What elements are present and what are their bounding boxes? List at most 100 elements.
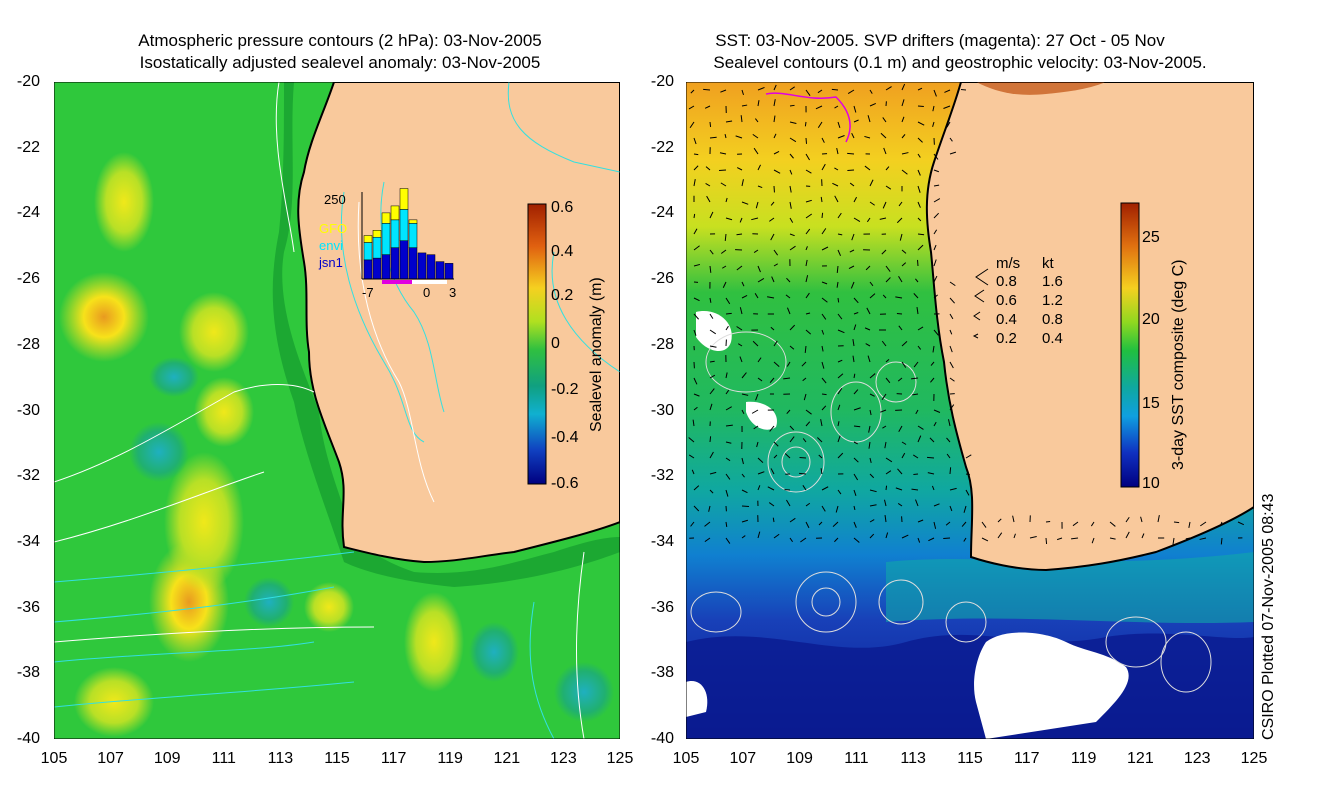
lon-tick-123: 123	[550, 750, 577, 767]
left-colorbar	[527, 203, 547, 485]
left-title-line2: Isostatically adjusted sealevel anomaly:…	[139, 53, 541, 72]
lon-tick-115: 115	[957, 750, 983, 767]
velocity-legend-kt-1: 1.2	[1042, 292, 1063, 309]
right-sst-map: m/s kt 0.8 1.6 0.6 1.2 0.4 0.8 0.2 0.4	[686, 82, 1254, 739]
lat-tick-minus32: -32	[650, 467, 674, 485]
right-colorbar-tick-20: 20	[1142, 311, 1160, 328]
left-colorbar-label: Sealevel anomaly (m)	[588, 277, 605, 432]
altimeter-histogram	[361, 188, 454, 284]
histogram-bar-jsn1-day-5	[381, 254, 391, 280]
histogram-bar-gfo-day-4	[390, 205, 400, 221]
csiro-credit: CSIRO Plotted 07-Nov-2005 08:43	[1260, 493, 1277, 740]
lat-tick-minus32: -32	[16, 467, 40, 485]
left-colorbar-tick-minus0.2: -0.2	[551, 381, 579, 398]
lat-tick-minus38: -38	[650, 664, 674, 682]
velocity-legend-header-ms: m/s	[996, 255, 1020, 272]
histogram-bar-jsn1-day-4	[390, 247, 400, 280]
left-colorbar-tick-0.4: 0.4	[551, 243, 574, 260]
histogram-xtick-minus7: -7	[362, 285, 374, 300]
right-land-australia	[925, 82, 1254, 572]
velocity-legend-kt-3: 0.4	[1042, 330, 1063, 347]
lat-tick-minus22: -22	[650, 138, 674, 156]
velocity-legend-ms-3: 0.2	[996, 330, 1017, 347]
left-colorbar-tick-minus0.4: -0.4	[551, 429, 579, 446]
lat-tick-minus28: -28	[650, 335, 674, 353]
histogram-legend-gfo: GFO	[319, 221, 347, 236]
sst-cloud-mask-west	[696, 311, 732, 352]
lat-tick-minus30: -30	[16, 401, 40, 419]
histogram-bar-gfo-day-6	[372, 230, 382, 238]
histogram-legend-jsn1: jsn1	[318, 255, 343, 270]
lon-tick-105: 105	[672, 750, 700, 767]
velocity-legend-kt-2: 0.8	[1042, 311, 1063, 328]
velocity-legend-ms-2: 0.4	[996, 311, 1017, 328]
lat-tick-minus40: -40	[650, 730, 674, 747]
lon-tick-125: 125	[1240, 750, 1268, 767]
lon-tick-105: 105	[40, 750, 68, 767]
right-colorbar-tick-10: 10	[1142, 475, 1160, 492]
histogram-bar-envi-day-3	[399, 209, 409, 241]
left-colorbar-tick-0.2: 0.2	[551, 287, 574, 304]
left-colorbar-tick-minus0.6: -0.6	[551, 475, 579, 492]
velocity-legend-header-kt: kt	[1042, 255, 1055, 272]
lon-tick-113: 113	[900, 750, 926, 767]
right-title-line2: Sealevel contours (0.1 m) and geostrophi…	[713, 53, 1207, 72]
histogram-bar-jsn1-day-3	[399, 240, 409, 280]
sst-cloud-mask-south	[974, 632, 1129, 739]
lon-tick-123: 123	[1183, 750, 1211, 767]
lat-tick-minus20: -20	[16, 73, 40, 90]
lon-tick-117: 117	[1014, 750, 1040, 767]
lon-tick-109: 109	[786, 750, 813, 767]
lon-tick-111: 111	[211, 750, 236, 767]
lat-tick-minus26: -26	[16, 270, 40, 288]
lat-tick-minus40: -40	[16, 730, 40, 747]
histogram-bar-gfo-day-7	[363, 235, 373, 243]
lat-tick-minus24: -24	[650, 204, 674, 222]
lat-tick-minus22: -22	[16, 138, 40, 156]
right-colorbar-tick-25: 25	[1142, 229, 1160, 246]
histogram-ymax-label: 250	[324, 192, 346, 207]
histogram-legend-envi: envi	[319, 238, 343, 253]
histogram-bar-jsn1-day-6	[372, 257, 382, 280]
histogram-xtick-0: 0	[423, 285, 430, 300]
lat-tick-minus28: -28	[16, 335, 40, 353]
lat-tick-minus34: -34	[16, 532, 40, 550]
histogram-bar-gfo-day-3	[399, 188, 409, 210]
histogram-bar-envi-day-6	[372, 236, 382, 259]
histogram-bar-envi-day-7	[363, 242, 373, 261]
velocity-legend-arrows	[972, 268, 989, 339]
lon-tick-121: 121	[1127, 750, 1154, 767]
velocity-legend-ms-1: 0.6	[996, 292, 1017, 309]
histogram-bar-jsn1-day-1	[417, 252, 427, 280]
lat-tick-minus36: -36	[650, 598, 674, 616]
lat-tick-minus38: -38	[16, 664, 40, 682]
histogram-bar-jsn1-day1	[435, 261, 445, 280]
lat-tick-minus24: -24	[16, 204, 40, 222]
histogram-bar-envi-day-4	[390, 219, 400, 248]
right-colorbar-label: 3-day SST composite (deg C)	[1170, 259, 1187, 470]
geostrophic-velocity-arrows	[688, 83, 1245, 545]
lon-tick-119: 119	[1070, 750, 1097, 767]
histogram-bar-gfo-day-2	[408, 219, 418, 224]
histogram-bar-jsn1-day0	[426, 254, 436, 280]
histogram-bar-envi-day-2	[408, 223, 418, 248]
lat-tick-minus20: -20	[650, 73, 674, 90]
lat-tick-minus34: -34	[650, 532, 674, 550]
velocity-legend-ms-0: 0.8	[996, 273, 1017, 290]
lon-tick-113: 113	[267, 750, 294, 767]
histogram-bar-gfo-day-5	[381, 212, 391, 224]
left-colorbar-tick-0: 0	[551, 335, 560, 352]
lon-tick-111: 111	[844, 750, 869, 767]
lat-tick-minus36: -36	[16, 598, 40, 616]
histogram-bar-jsn1-day-2	[408, 247, 418, 280]
lon-tick-117: 117	[380, 750, 407, 767]
right-colorbar	[1120, 202, 1140, 488]
lon-tick-109: 109	[153, 750, 181, 767]
lon-tick-125: 125	[606, 750, 634, 767]
velocity-legend-kt-0: 1.6	[1042, 273, 1063, 290]
right-colorbar-tick-15: 15	[1142, 395, 1160, 412]
lon-tick-107: 107	[97, 750, 124, 767]
left-title-line1: Atmospheric pressure contours (2 hPa): 0…	[138, 31, 542, 50]
lat-tick-minus26: -26	[650, 270, 674, 288]
lon-tick-121: 121	[493, 750, 521, 767]
